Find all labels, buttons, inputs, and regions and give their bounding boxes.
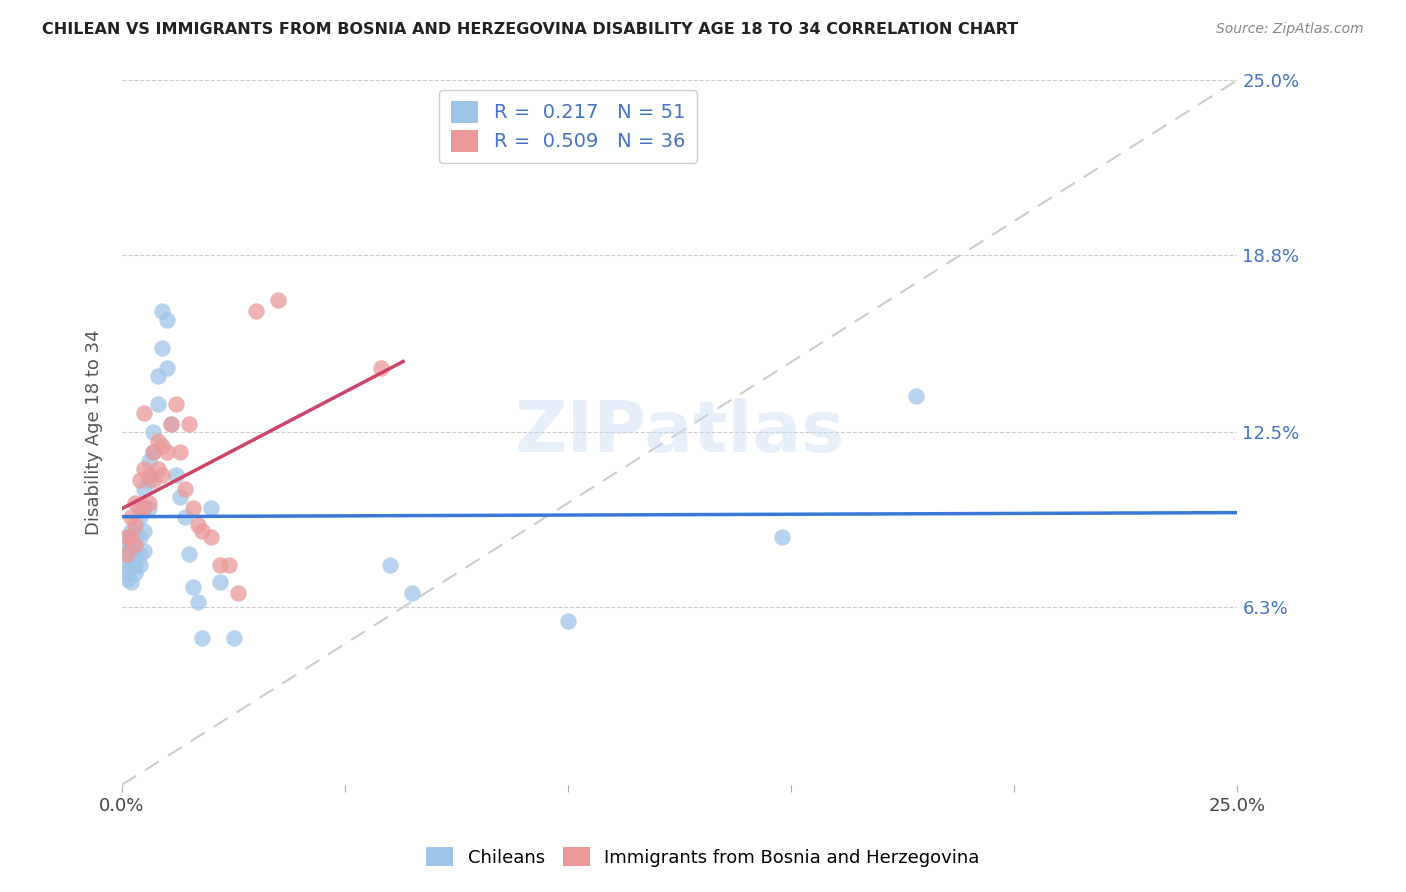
Point — [129, 510, 152, 524]
Point — [120, 538, 142, 552]
Point — [905, 389, 928, 403]
Point — [222, 631, 245, 645]
Point — [134, 543, 156, 558]
Point — [150, 341, 173, 355]
Text: CHILEAN VS IMMIGRANTS FROM BOSNIA AND HERZEGOVINA DISABILITY AGE 18 TO 34 CORREL: CHILEAN VS IMMIGRANTS FROM BOSNIA AND HE… — [42, 22, 1018, 37]
Point — [134, 462, 156, 476]
Point — [120, 552, 142, 566]
Point — [142, 473, 165, 487]
Point — [146, 397, 169, 411]
Point — [770, 530, 793, 544]
Point — [165, 397, 187, 411]
Point — [142, 445, 165, 459]
Point — [200, 530, 222, 544]
Point — [138, 453, 160, 467]
Point — [200, 501, 222, 516]
Point — [134, 482, 156, 496]
Point — [120, 510, 142, 524]
Point — [138, 501, 160, 516]
Point — [129, 558, 152, 572]
Point — [134, 524, 156, 538]
Point — [142, 445, 165, 459]
Point — [129, 473, 152, 487]
Point — [156, 445, 179, 459]
Point — [120, 538, 142, 552]
Point — [177, 417, 200, 431]
Y-axis label: Disability Age 18 to 34: Disability Age 18 to 34 — [86, 329, 103, 535]
Point — [120, 558, 142, 572]
Legend: R =  0.217   N = 51, R =  0.509   N = 36: R = 0.217 N = 51, R = 0.509 N = 36 — [440, 90, 697, 163]
Point — [169, 445, 191, 459]
Point — [156, 312, 179, 326]
Point — [115, 530, 138, 544]
Point — [124, 538, 146, 552]
Point — [160, 417, 183, 431]
Point — [401, 586, 423, 600]
Point — [146, 462, 169, 476]
Legend: Chileans, Immigrants from Bosnia and Herzegovina: Chileans, Immigrants from Bosnia and Her… — [419, 840, 987, 874]
Point — [124, 558, 146, 572]
Text: ZIPatlas: ZIPatlas — [515, 398, 845, 467]
Point — [115, 558, 138, 572]
Point — [120, 530, 142, 544]
Point — [115, 547, 138, 561]
Point — [187, 594, 209, 608]
Point — [191, 524, 214, 538]
Point — [115, 566, 138, 581]
Point — [124, 524, 146, 538]
Point — [134, 406, 156, 420]
Point — [150, 440, 173, 454]
Point — [134, 501, 156, 516]
Point — [142, 425, 165, 440]
Point — [150, 467, 173, 482]
Point — [124, 518, 146, 533]
Point — [187, 518, 209, 533]
Point — [173, 510, 195, 524]
Point — [183, 581, 205, 595]
Point — [177, 547, 200, 561]
Point — [209, 574, 232, 589]
Point — [138, 473, 160, 487]
Point — [134, 501, 156, 516]
Point — [156, 360, 179, 375]
Point — [146, 434, 169, 448]
Point — [370, 360, 392, 375]
Point — [120, 524, 142, 538]
Point — [173, 482, 195, 496]
Point — [165, 467, 187, 482]
Point — [124, 530, 146, 544]
Point — [129, 547, 152, 561]
Point — [129, 530, 152, 544]
Point — [124, 496, 146, 510]
Point — [245, 304, 267, 318]
Point — [146, 369, 169, 384]
Point — [209, 558, 232, 572]
Point — [138, 496, 160, 510]
Point — [226, 586, 249, 600]
Point — [129, 501, 152, 516]
Point — [138, 467, 160, 482]
Point — [120, 574, 142, 589]
Point — [115, 572, 138, 586]
Point — [115, 543, 138, 558]
Point — [124, 566, 146, 581]
Point — [378, 558, 401, 572]
Point — [183, 501, 205, 516]
Point — [115, 530, 138, 544]
Point — [218, 558, 240, 572]
Point — [160, 417, 183, 431]
Point — [557, 614, 579, 628]
Point — [150, 304, 173, 318]
Text: Source: ZipAtlas.com: Source: ZipAtlas.com — [1216, 22, 1364, 37]
Point — [267, 293, 290, 307]
Point — [191, 631, 214, 645]
Point — [124, 547, 146, 561]
Point — [169, 490, 191, 504]
